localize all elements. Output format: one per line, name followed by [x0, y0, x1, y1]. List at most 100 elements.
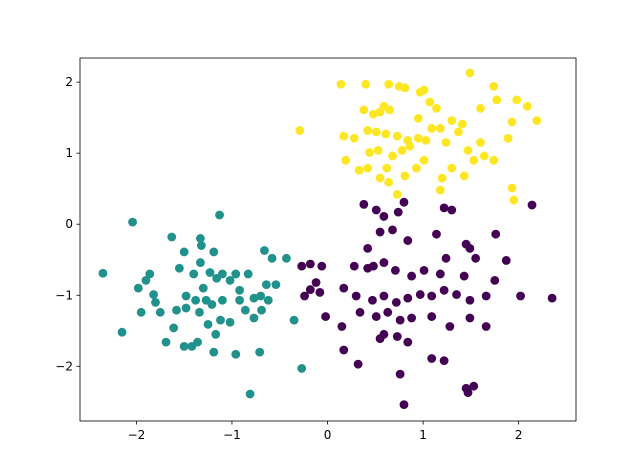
point — [354, 165, 364, 175]
point — [161, 337, 171, 347]
point — [149, 290, 158, 299]
point — [196, 258, 205, 267]
point — [469, 381, 479, 391]
point — [211, 329, 221, 339]
point — [427, 354, 437, 363]
point — [527, 200, 537, 210]
point — [375, 227, 385, 237]
point — [503, 133, 513, 143]
point — [419, 85, 429, 95]
x-tick-label: 2 — [515, 428, 523, 442]
point — [395, 369, 405, 379]
point — [454, 127, 463, 137]
point — [403, 236, 413, 245]
axes-frame — [79, 57, 577, 422]
point — [363, 163, 373, 173]
point — [145, 269, 155, 279]
point — [379, 258, 389, 267]
point — [413, 133, 423, 143]
point — [476, 138, 485, 147]
point — [469, 155, 479, 165]
point — [256, 291, 266, 301]
point — [384, 79, 394, 89]
point — [117, 327, 127, 337]
y-tick-label: 2 — [65, 75, 73, 89]
point — [476, 104, 485, 113]
point — [217, 295, 227, 305]
point — [231, 269, 241, 279]
point — [547, 293, 557, 303]
point — [155, 307, 165, 317]
point — [382, 163, 392, 173]
point — [225, 317, 235, 327]
point — [133, 283, 143, 293]
point — [459, 171, 469, 181]
point — [471, 253, 481, 263]
point — [397, 145, 407, 155]
point — [392, 332, 402, 341]
point — [260, 246, 269, 255]
point — [193, 337, 202, 347]
point — [407, 313, 417, 323]
point — [427, 312, 437, 321]
point — [400, 171, 410, 181]
point — [261, 280, 271, 290]
point — [282, 253, 291, 263]
point — [225, 275, 235, 285]
point — [481, 291, 491, 301]
point — [465, 243, 475, 253]
point — [181, 303, 191, 313]
point — [205, 268, 215, 277]
point — [249, 313, 259, 323]
point — [463, 145, 473, 155]
y-tick-label: −2 — [55, 359, 73, 373]
point — [507, 117, 517, 127]
point — [399, 400, 409, 410]
point — [189, 269, 199, 279]
point — [490, 275, 500, 285]
point — [311, 278, 321, 287]
point — [289, 315, 299, 325]
point — [481, 322, 491, 331]
point — [363, 243, 373, 253]
point — [353, 359, 363, 369]
point — [532, 116, 542, 125]
point — [489, 155, 499, 165]
point — [375, 173, 385, 183]
point — [395, 315, 405, 325]
point — [379, 212, 389, 221]
point — [427, 123, 437, 133]
point — [432, 104, 441, 113]
point — [400, 83, 410, 93]
point — [359, 105, 369, 115]
point — [421, 136, 431, 145]
point — [305, 259, 315, 269]
point — [167, 232, 177, 242]
x-tick-label: 1 — [419, 428, 427, 442]
point — [198, 283, 208, 293]
point — [215, 210, 224, 220]
point — [447, 205, 457, 215]
point — [368, 109, 378, 119]
point — [209, 347, 219, 357]
point — [271, 280, 281, 290]
point — [463, 388, 473, 397]
point — [439, 285, 449, 295]
point — [390, 266, 400, 275]
point — [351, 291, 361, 301]
point — [235, 295, 244, 305]
y-tick-label: 1 — [65, 146, 73, 160]
point — [240, 305, 250, 315]
point — [479, 151, 489, 161]
point — [141, 275, 151, 285]
point — [465, 68, 475, 78]
point — [217, 269, 227, 279]
point — [445, 322, 455, 331]
point — [235, 285, 244, 295]
point — [439, 203, 449, 213]
point — [388, 225, 397, 235]
point — [435, 123, 445, 133]
point — [255, 347, 265, 357]
point — [393, 207, 403, 217]
